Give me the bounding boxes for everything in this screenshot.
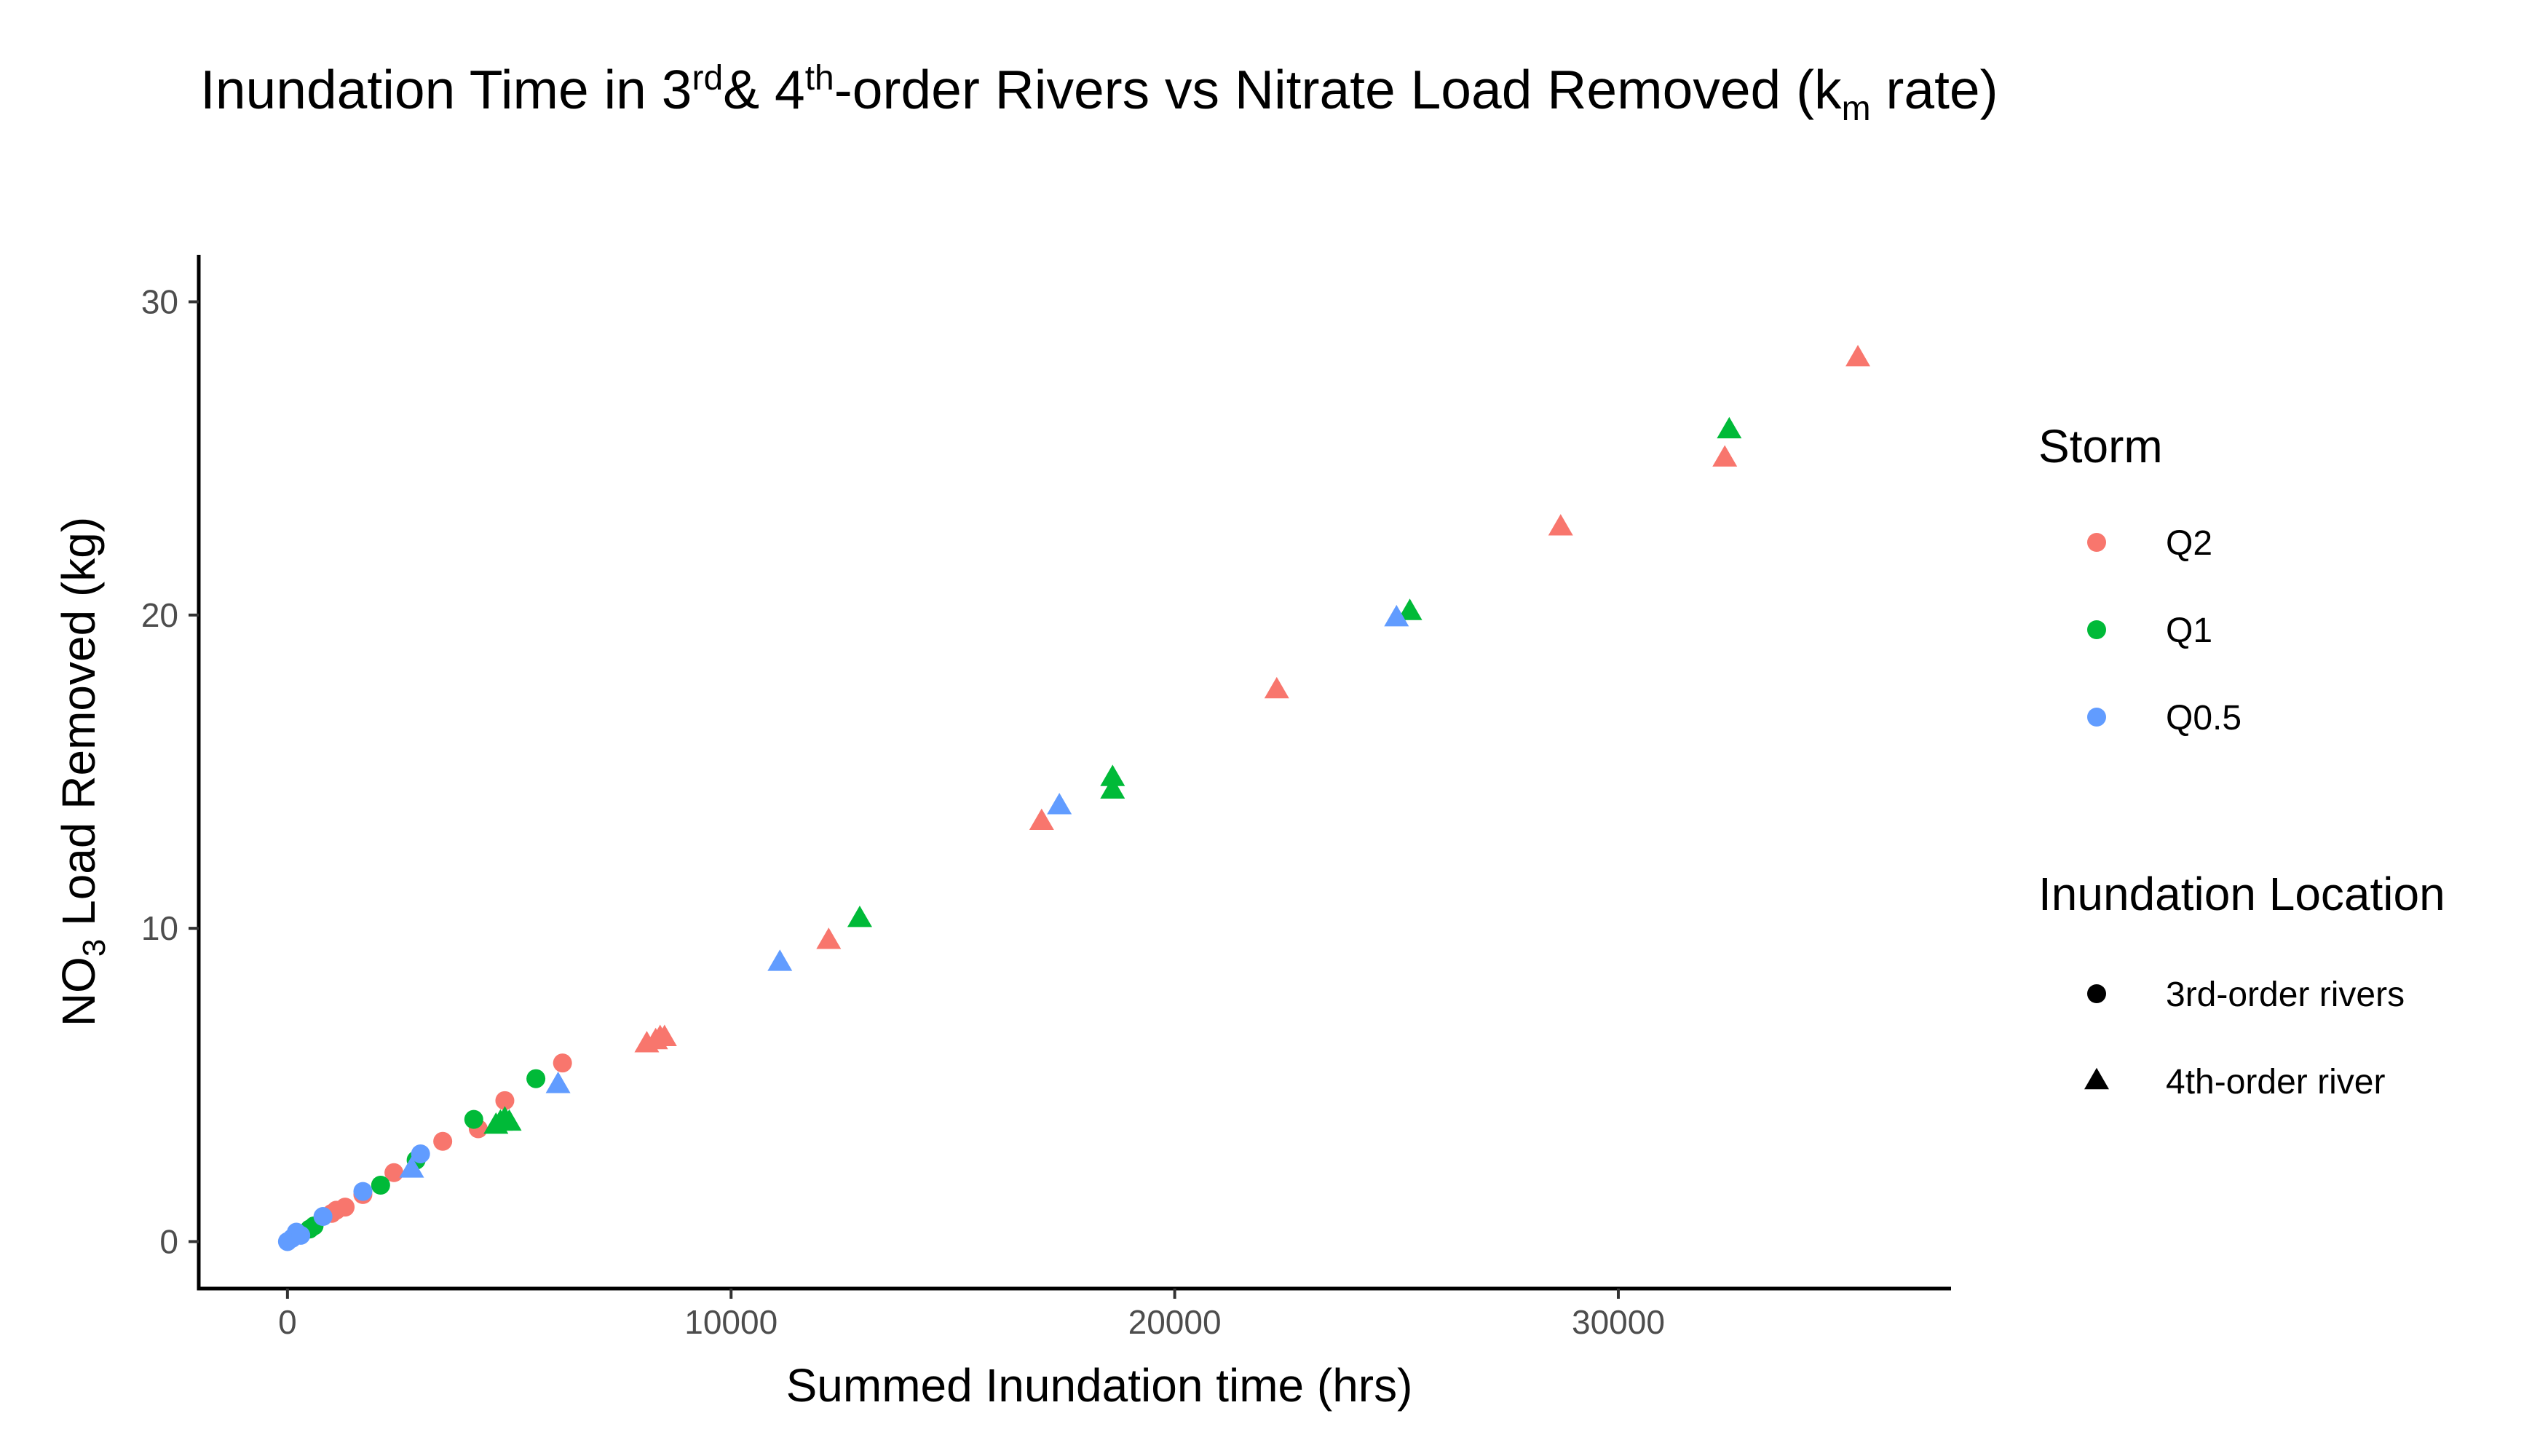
- data-point: [1264, 676, 1289, 699]
- data-point: [399, 1156, 424, 1178]
- data-point: [353, 1182, 373, 1201]
- data-point: [553, 1053, 572, 1073]
- series-q0-5-4th-order: [399, 604, 1409, 1178]
- legend-location-key: [2084, 1067, 2109, 1090]
- x-axis-title: Summed Inundation time (hrs): [786, 1359, 1413, 1412]
- data-point: [1029, 808, 1054, 831]
- x-tick-label: 0: [278, 1303, 297, 1341]
- legend-location-label: 4th-order river: [2166, 1063, 2385, 1101]
- data-point: [1384, 604, 1409, 627]
- data-point: [526, 1069, 546, 1088]
- legend-location-items: 3rd-order rivers 4th-order river: [2084, 976, 2405, 1101]
- legend: Storm Q2 Q1 Q0.5 Inundation Location 3rd-o…: [2038, 420, 2445, 1101]
- legend-storm-key: [2087, 533, 2106, 552]
- x-tick-label: 20000: [1128, 1303, 1222, 1341]
- legend-storm-label: Q2: [2166, 524, 2212, 563]
- legend-storm-title: Storm: [2038, 420, 2163, 472]
- data-point: [433, 1131, 453, 1151]
- data-point: [1845, 344, 1871, 367]
- data-point: [545, 1072, 571, 1093]
- data-point: [411, 1144, 430, 1163]
- data-point: [384, 1163, 404, 1182]
- data-point: [1047, 793, 1072, 815]
- legend-storm-label: Q1: [2166, 612, 2212, 650]
- axes: [197, 255, 1951, 1291]
- data-point: [371, 1176, 390, 1195]
- series-q1-4th-order: [483, 416, 1742, 1134]
- data-points: [277, 344, 1871, 1251]
- legend-storm-key: [2087, 708, 2106, 727]
- data-point: [464, 1109, 483, 1129]
- data-point: [495, 1091, 515, 1110]
- series-q0-5-3rd-order: [277, 1144, 430, 1251]
- x-tick-label: 30000: [1572, 1303, 1665, 1341]
- data-point: [816, 927, 842, 949]
- chart-title: Inundation Time in 3rd& 4th-order Rivers…: [200, 59, 1998, 128]
- y-tick-label: 20: [141, 596, 178, 634]
- x-tick-label: 10000: [684, 1303, 778, 1341]
- data-point: [336, 1198, 355, 1217]
- y-tick-label: 0: [159, 1222, 178, 1260]
- data-point: [767, 949, 793, 971]
- data-point: [1100, 764, 1125, 786]
- data-point: [1548, 514, 1573, 536]
- x-axis-ticks: 0 10000 20000 30000: [278, 1289, 1665, 1341]
- legend-storm-items: Q2 Q1 Q0.5: [2087, 524, 2242, 737]
- legend-location-title: Inundation Location: [2038, 868, 2445, 920]
- data-point: [1717, 416, 1742, 439]
- data-point: [496, 1109, 522, 1131]
- data-point: [847, 905, 872, 927]
- data-point: [291, 1225, 311, 1245]
- data-point: [652, 1024, 677, 1046]
- series-q2-4th-order: [634, 344, 1871, 1053]
- data-point: [1397, 598, 1423, 620]
- y-axis-ticks: 0 10 20 30: [141, 283, 199, 1260]
- y-tick-label: 10: [141, 909, 178, 947]
- y-axis-title: NO3 Load Removed (kg): [52, 517, 112, 1026]
- y-tick-label: 30: [141, 283, 178, 321]
- legend-storm-label: Q0.5: [2166, 699, 2242, 737]
- data-point: [1712, 445, 1738, 467]
- data-point: [313, 1207, 333, 1227]
- legend-storm-key: [2087, 620, 2106, 639]
- data-point: [1100, 777, 1125, 799]
- legend-location-label: 3rd-order rivers: [2166, 976, 2405, 1014]
- legend-location-key: [2087, 984, 2106, 1003]
